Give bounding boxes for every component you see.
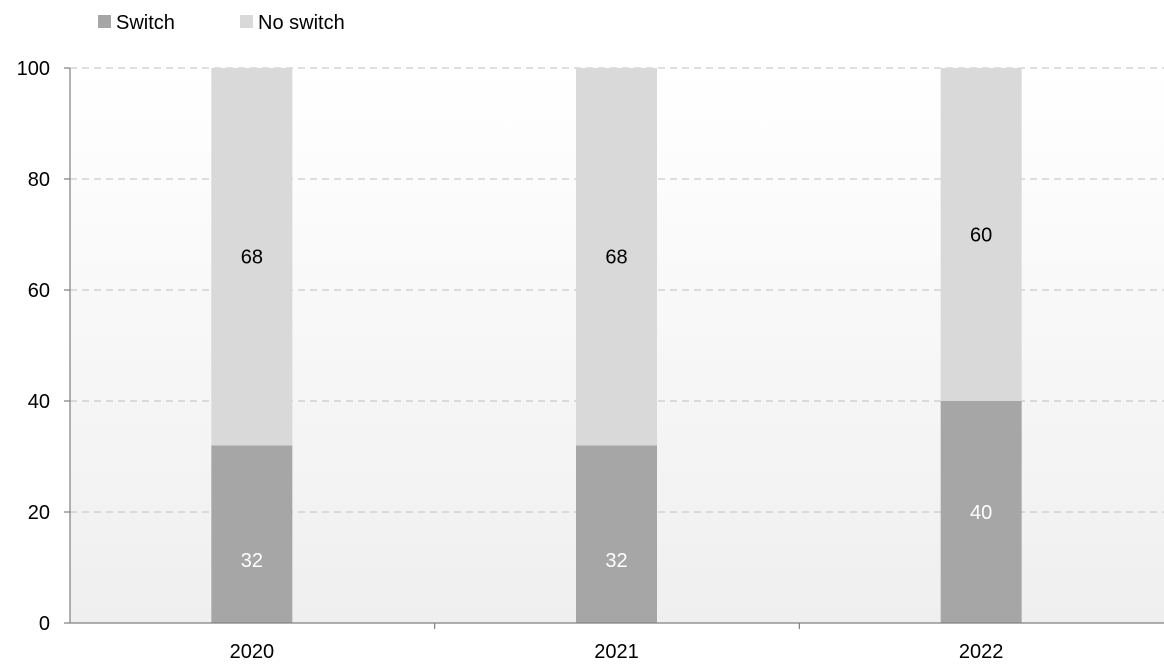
y-tick-label: 40 bbox=[28, 391, 50, 413]
data-label: 32 bbox=[241, 550, 263, 572]
axes: 0 20 40 60 80 100 2020 2021 2022 bbox=[17, 58, 1164, 663]
x-tick-label: 2021 bbox=[594, 641, 639, 663]
legend: Switch No switch bbox=[98, 12, 345, 34]
bar-segment bbox=[940, 401, 1022, 623]
data-label: 68 bbox=[241, 247, 263, 269]
data-label: 68 bbox=[605, 247, 627, 269]
y-tick-label: 20 bbox=[28, 502, 50, 524]
bar-segment bbox=[211, 445, 293, 623]
data-label: 32 bbox=[605, 550, 627, 572]
bar-segment bbox=[211, 68, 293, 446]
bars bbox=[211, 68, 1022, 623]
legend-swatch bbox=[98, 15, 111, 28]
data-label: 60 bbox=[970, 225, 992, 247]
legend-label: No switch bbox=[258, 12, 345, 34]
data-labels: 32 68 32 68 40 60 bbox=[241, 225, 993, 573]
legend-label: Switch bbox=[116, 12, 175, 34]
y-tick-label: 80 bbox=[28, 169, 50, 191]
bar-segment bbox=[576, 68, 657, 446]
y-tick-label: 60 bbox=[28, 280, 50, 302]
y-tick-label: 100 bbox=[17, 58, 50, 80]
bar-segment bbox=[940, 68, 1022, 401]
legend-swatch bbox=[240, 15, 253, 28]
x-tick-label: 2020 bbox=[230, 641, 275, 663]
data-label: 40 bbox=[970, 502, 992, 524]
bar-segment bbox=[576, 445, 657, 623]
x-tick-label: 2022 bbox=[959, 641, 1004, 663]
y-tick-label: 0 bbox=[39, 613, 50, 635]
